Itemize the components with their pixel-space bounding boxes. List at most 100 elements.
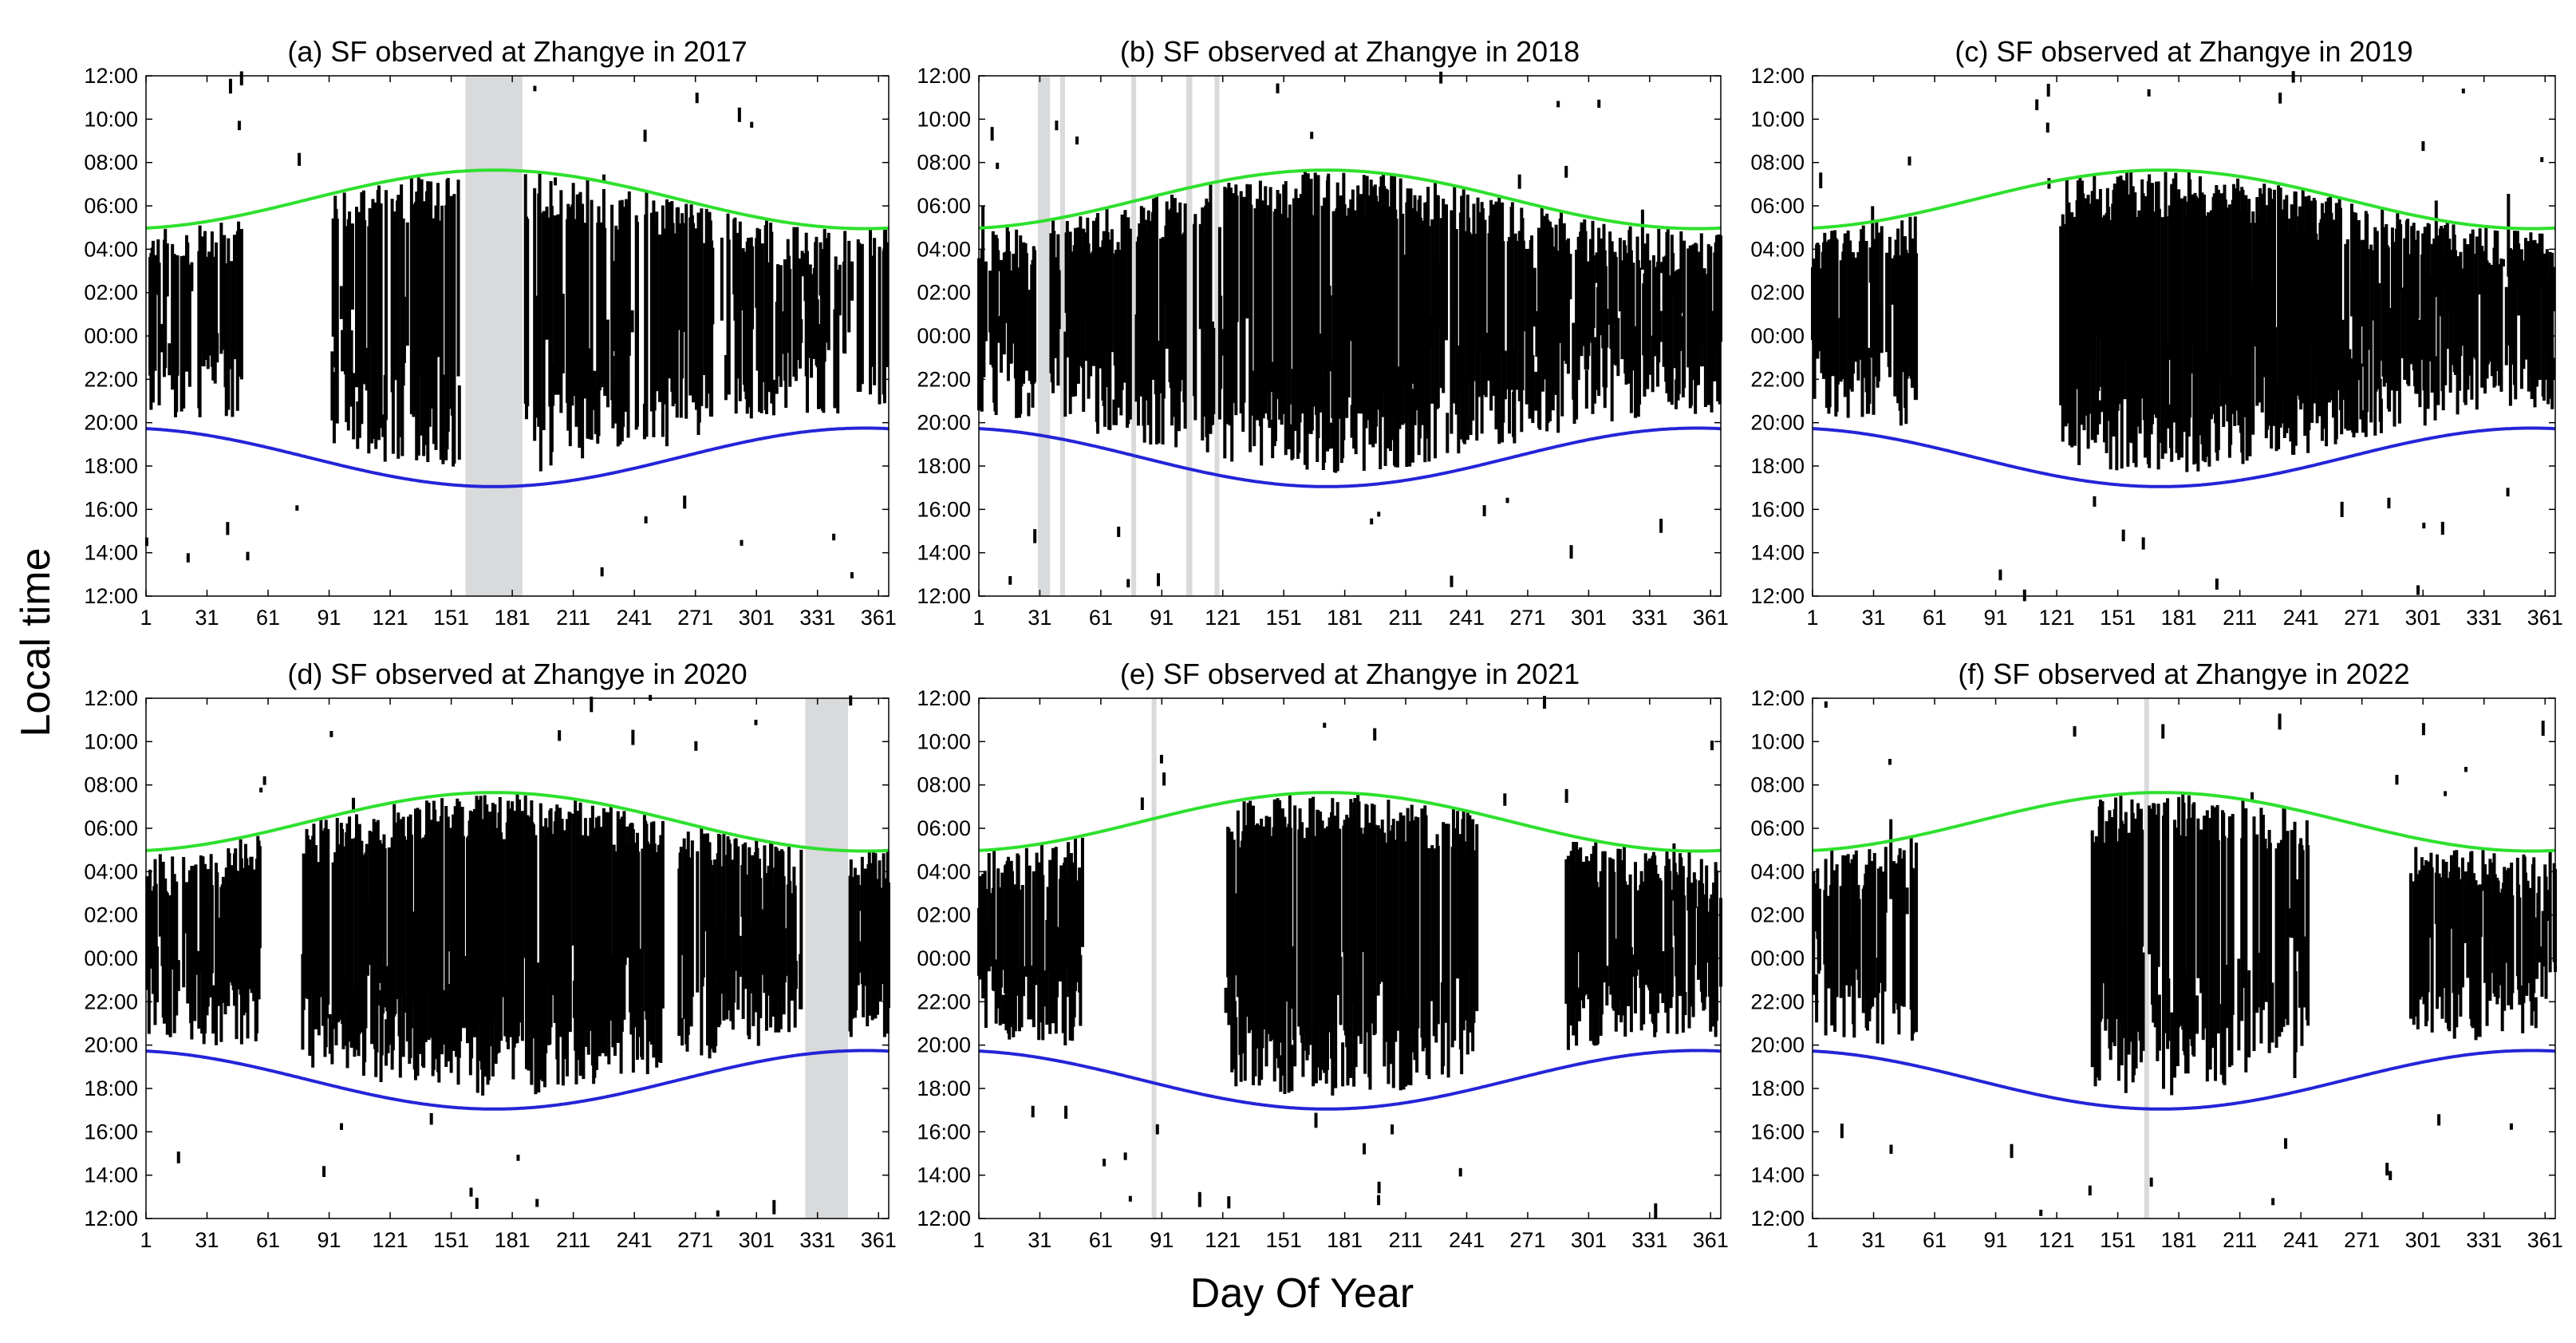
observation-bar — [718, 835, 722, 1025]
sunset-curve — [145, 1049, 890, 1111]
observation-bar — [784, 267, 788, 409]
observation-bar — [370, 831, 374, 1045]
x-tick-label: 1 — [140, 606, 152, 630]
y-tick-label: 22:00 — [84, 989, 138, 1013]
observation-bar — [2441, 859, 2445, 988]
observation-bar — [533, 188, 537, 441]
y-tick-label: 04:00 — [917, 859, 971, 883]
x-tick-label: 61 — [1923, 606, 1947, 630]
observation-bar — [1476, 197, 1480, 394]
x-tick-label: 271 — [2344, 1228, 2380, 1252]
observation-bar — [834, 256, 838, 345]
sporadic-detection — [1008, 575, 1012, 585]
observation-bar — [2114, 797, 2118, 1019]
observation-bars — [977, 71, 1722, 588]
observation-bar — [1239, 191, 1243, 414]
observation-bar — [2105, 982, 2109, 1019]
observation-bar — [1198, 223, 1202, 330]
observation-bar — [2358, 276, 2362, 381]
observation-bar — [1883, 873, 1887, 992]
observation-bar — [337, 844, 341, 1023]
sporadic-detection — [1370, 518, 1374, 525]
observation-bar — [2349, 203, 2353, 317]
observation-bar — [2306, 845, 2310, 1026]
x-tick-label: 361 — [2527, 1228, 2563, 1252]
observation-bar — [306, 835, 310, 999]
observation-bar — [486, 830, 490, 1085]
observation-bar — [1817, 888, 1821, 971]
x-tick-label: 241 — [1449, 606, 1485, 630]
observation-bar — [2434, 200, 2438, 298]
observation-bar — [1595, 252, 1599, 283]
y-tick-label: 04:00 — [917, 237, 971, 261]
sporadic-detection — [1157, 573, 1161, 587]
observation-bar — [2289, 220, 2293, 442]
observation-bar — [1635, 897, 1639, 976]
x-tick-label: 121 — [373, 606, 408, 630]
y-tick-label: 20:00 — [1750, 411, 1805, 435]
observation-bar — [867, 851, 871, 1016]
observation-bar — [620, 816, 624, 1033]
observation-bar — [1580, 222, 1584, 357]
observation-bar — [2120, 180, 2124, 469]
observation-bar — [2397, 219, 2401, 424]
observation-bar — [331, 862, 335, 1029]
sporadic-detection — [2444, 791, 2448, 796]
observation-bar — [1159, 238, 1163, 393]
sporadic-detection — [329, 730, 333, 737]
observation-bar — [2418, 870, 2422, 1000]
x-tick-label: 271 — [677, 606, 713, 630]
observation-bar — [194, 864, 198, 975]
observation-bar — [2286, 831, 2290, 1025]
observation-bar — [342, 192, 346, 371]
observation-bar — [1451, 309, 1455, 404]
observation-bar — [1376, 201, 1380, 410]
observation-bar — [446, 816, 450, 952]
observation-bar — [1069, 261, 1073, 350]
x-tick-label: 301 — [739, 1228, 775, 1252]
observation-bar — [1587, 860, 1591, 1000]
observation-bar — [440, 205, 444, 417]
observation-bar — [1906, 348, 1910, 377]
observation-bar — [1178, 202, 1182, 392]
observation-bar — [1157, 341, 1161, 444]
observation-bar — [2331, 219, 2335, 418]
observation-bar — [1703, 274, 1707, 407]
y-tick-label: 12:00 — [1750, 686, 1805, 710]
observation-bar — [427, 802, 431, 1041]
observation-bar — [1575, 842, 1579, 1046]
sporadic-detection — [1569, 545, 1573, 559]
observation-bar — [817, 324, 821, 409]
observation-bar — [1690, 266, 1694, 406]
observation-bar — [1876, 958, 1880, 1044]
observation-bar — [2268, 843, 2272, 1014]
panel-f: (f) SF observed at Zhangye in 202212:001… — [1750, 658, 2562, 1252]
observation-bar — [211, 267, 215, 381]
observation-bar — [1869, 256, 1873, 358]
x-tick-label: 361 — [861, 606, 897, 630]
observation-bar — [613, 980, 617, 1057]
observation-bar — [2537, 876, 2541, 962]
sporadic-detection — [1033, 529, 1037, 543]
panel-title: (f) SF observed at Zhangye in 2022 — [1958, 658, 2409, 690]
observation-bar — [1249, 800, 1252, 1030]
observation-bar — [1825, 241, 1828, 409]
observation-bar — [396, 195, 400, 459]
observation-bar — [330, 1023, 334, 1065]
observation-bar — [1893, 255, 1897, 397]
observation-bar — [1022, 966, 1026, 997]
observation-bar — [2533, 239, 2537, 408]
observation-bar — [200, 236, 204, 348]
observation-bar — [499, 832, 503, 1041]
observation-bar — [2301, 850, 2305, 994]
observation-bar — [2093, 842, 2097, 1008]
observation-bar — [575, 194, 579, 375]
x-tick-label: 361 — [1693, 606, 1729, 630]
observation-bar — [2097, 213, 2101, 392]
observation-bar — [1336, 201, 1340, 419]
observation-bar — [621, 207, 625, 428]
observation-bar — [1245, 184, 1249, 319]
y-tick-label: 20:00 — [917, 411, 971, 435]
sporadic-detection — [1543, 696, 1547, 709]
y-tick-label: 20:00 — [84, 411, 138, 435]
